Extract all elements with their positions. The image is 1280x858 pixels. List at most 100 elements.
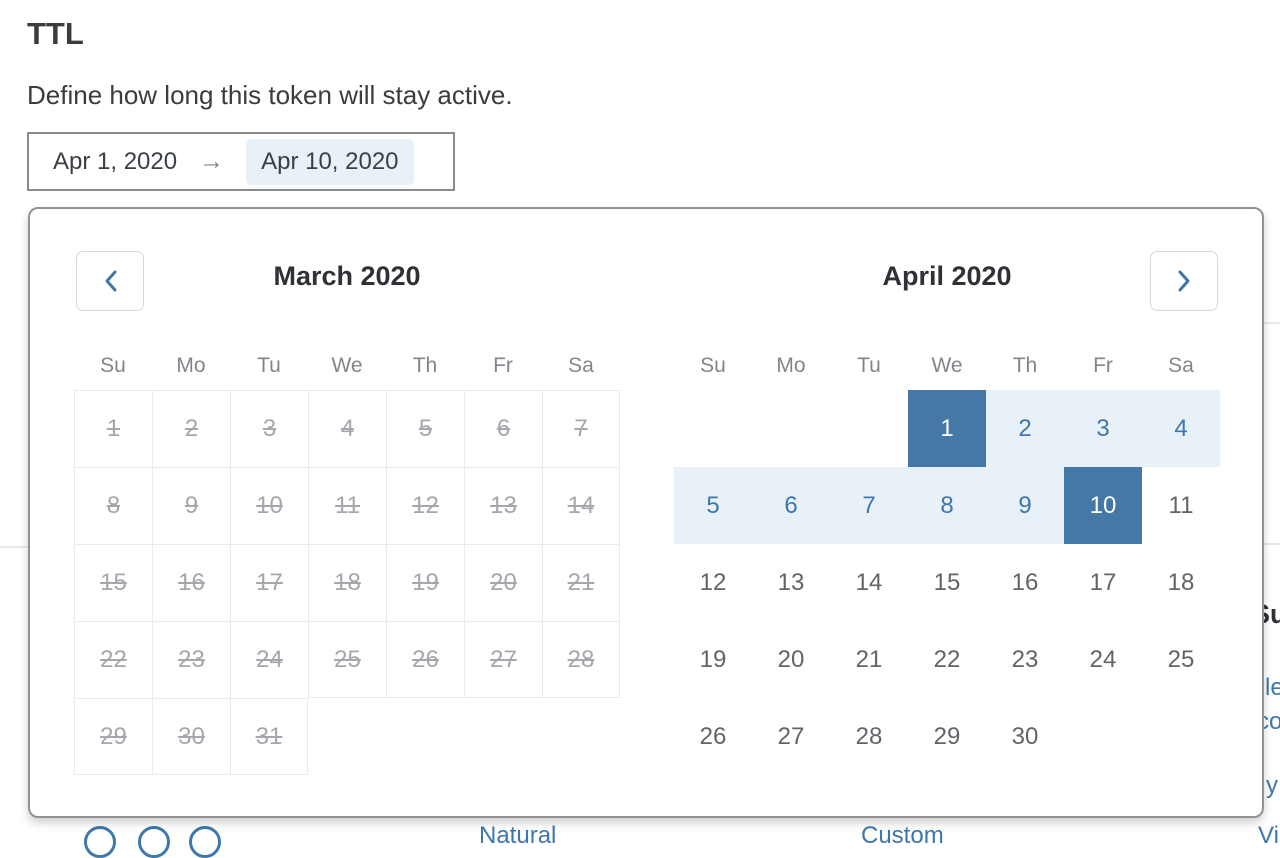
weekday-label: Sa [1168, 354, 1194, 377]
clipped-link-fragment[interactable]: Vi [1258, 822, 1279, 849]
day-cell[interactable]: 12 [699, 568, 727, 596]
day-cell: 1 [74, 390, 152, 467]
day-cell[interactable]: 18 [1167, 568, 1195, 596]
day-cell[interactable]: 4 [1142, 390, 1220, 467]
day-cell[interactable]: 16 [1011, 568, 1039, 596]
day-cell[interactable]: 11 [1168, 491, 1194, 519]
day-cell: 15 [74, 544, 152, 621]
day-cell[interactable]: 6 [752, 467, 830, 544]
month-grid: 1 2 3 4 5 6 7 8 9 10 11 12 13 14 15 16 17 18 19 20 21 22 23 24 2… [674, 390, 1220, 775]
chevron-left-icon [105, 270, 116, 292]
day-cell[interactable]: 10 [1064, 467, 1142, 544]
day-cell[interactable]: 14 [855, 568, 883, 596]
radio-circle-button[interactable] [189, 826, 221, 858]
day-cell: 14 [542, 467, 620, 544]
weekday-label: Tu [257, 354, 281, 377]
day-cell: 20 [464, 544, 542, 621]
day-cell[interactable]: 22 [933, 645, 961, 673]
date-range-input[interactable]: Apr 1, 2020 → Apr 10, 2020 [27, 132, 455, 191]
end-date-value[interactable]: Apr 10, 2020 [246, 138, 414, 185]
weekday-label: Fr [1093, 354, 1113, 377]
day-cell[interactable]: 5 [674, 467, 752, 544]
month-title: March 2020 [273, 261, 421, 291]
day-cell[interactable]: 2 [986, 390, 1064, 467]
day-cell[interactable]: 15 [933, 568, 961, 596]
day-cell: 11 [308, 467, 386, 544]
day-cell: 30 [152, 698, 230, 775]
day-cell: 17 [230, 544, 308, 621]
weekday-label: Fr [493, 354, 513, 377]
weekday-label: Mo [776, 354, 806, 377]
day-cell: 3 [230, 390, 308, 467]
ttl-heading: TTL [27, 16, 84, 51]
day-cell: 24 [230, 621, 308, 698]
day-cell: 18 [308, 544, 386, 621]
start-date-value[interactable]: Apr 1, 2020 [53, 147, 178, 175]
day-cell[interactable]: 3 [1064, 390, 1142, 467]
weekday-label: Mo [176, 354, 206, 377]
clipped-link-fragment[interactable]: le [1265, 674, 1280, 701]
day-cell[interactable]: 27 [777, 722, 805, 750]
day-cell: 31 [230, 698, 308, 775]
day-cell[interactable]: 30 [1011, 722, 1039, 750]
chevron-right-icon [1178, 270, 1189, 292]
clipped-bottom-link[interactable]: Custom [861, 822, 944, 849]
day-cell[interactable]: 8 [908, 467, 986, 544]
day-cell: 9 [152, 467, 230, 544]
weekday-label: Tu [857, 354, 881, 377]
empty-day-cell [674, 390, 752, 467]
day-cell: 27 [464, 621, 542, 698]
radio-circle-button[interactable] [84, 826, 116, 858]
weekday-header: Su Mo Tu We Th Fr Sa [74, 353, 620, 379]
divider [1262, 322, 1280, 324]
day-cell[interactable]: 19 [699, 645, 727, 673]
day-cell: 6 [464, 390, 542, 467]
day-cell: 12 [386, 467, 464, 544]
empty-day-cell [752, 390, 830, 467]
clipped-link-fragment[interactable]: y [1266, 772, 1278, 799]
day-cell[interactable]: 25 [1167, 645, 1195, 673]
day-cell: 4 [308, 390, 386, 467]
day-cell[interactable]: 1 [908, 390, 986, 467]
day-cell: 25 [308, 621, 386, 698]
date-range-calendar-popup: March 2020 Su Mo Tu We Th Fr Sa 1 2 3 4 5 6 7 8 9 10 11 1… [28, 207, 1264, 818]
day-cell: 22 [74, 621, 152, 698]
day-cell[interactable]: 23 [1011, 645, 1039, 673]
day-cell: 19 [386, 544, 464, 621]
day-cell[interactable]: 21 [855, 645, 883, 673]
day-cell[interactable]: 17 [1089, 568, 1117, 596]
day-cell[interactable]: 9 [986, 467, 1064, 544]
radio-circle-button[interactable] [138, 826, 170, 858]
weekday-label: We [331, 354, 363, 377]
next-month-button[interactable] [1150, 251, 1218, 311]
day-cell[interactable]: 20 [777, 645, 805, 673]
day-cell[interactable]: 13 [777, 568, 805, 596]
day-cell[interactable]: 29 [933, 722, 961, 750]
month-panel-march: March 2020 Su Mo Tu We Th Fr Sa 1 2 3 4 5 6 7 8 9 10 11 1… [74, 209, 620, 816]
weekday-header: Su Mo Tu We Th Fr Sa [674, 353, 1220, 379]
ttl-description: Define how long this token will stay act… [27, 80, 513, 110]
day-cell: 26 [386, 621, 464, 698]
day-cell[interactable]: 24 [1089, 645, 1117, 673]
month-panel-april: April 2020 Su Mo Tu We Th Fr Sa 1 2 3 4 5 6 7 8 9 10 11 1… [674, 209, 1220, 816]
weekday-label: We [931, 354, 963, 377]
day-cell: 7 [542, 390, 620, 467]
day-cell[interactable]: 26 [699, 722, 727, 750]
day-cell: 13 [464, 467, 542, 544]
day-cell: 8 [74, 467, 152, 544]
weekday-label: Th [1012, 354, 1038, 377]
previous-month-button[interactable] [76, 251, 144, 311]
divider [0, 546, 28, 548]
month-title: April 2020 [882, 261, 1012, 291]
weekday-label: Th [412, 354, 438, 377]
day-cell: 29 [74, 698, 152, 775]
day-cell: 10 [230, 467, 308, 544]
month-grid: 1 2 3 4 5 6 7 8 9 10 11 12 13 14 15 16 17 18 19 20 21 22 23 24 2… [74, 390, 620, 775]
arrow-right-icon: → [199, 147, 225, 175]
clipped-bottom-link[interactable]: Natural [479, 822, 557, 849]
day-cell: 5 [386, 390, 464, 467]
day-cell: 28 [542, 621, 620, 698]
day-cell[interactable]: 7 [830, 467, 908, 544]
day-cell[interactable]: 28 [855, 722, 883, 750]
day-cell: 2 [152, 390, 230, 467]
